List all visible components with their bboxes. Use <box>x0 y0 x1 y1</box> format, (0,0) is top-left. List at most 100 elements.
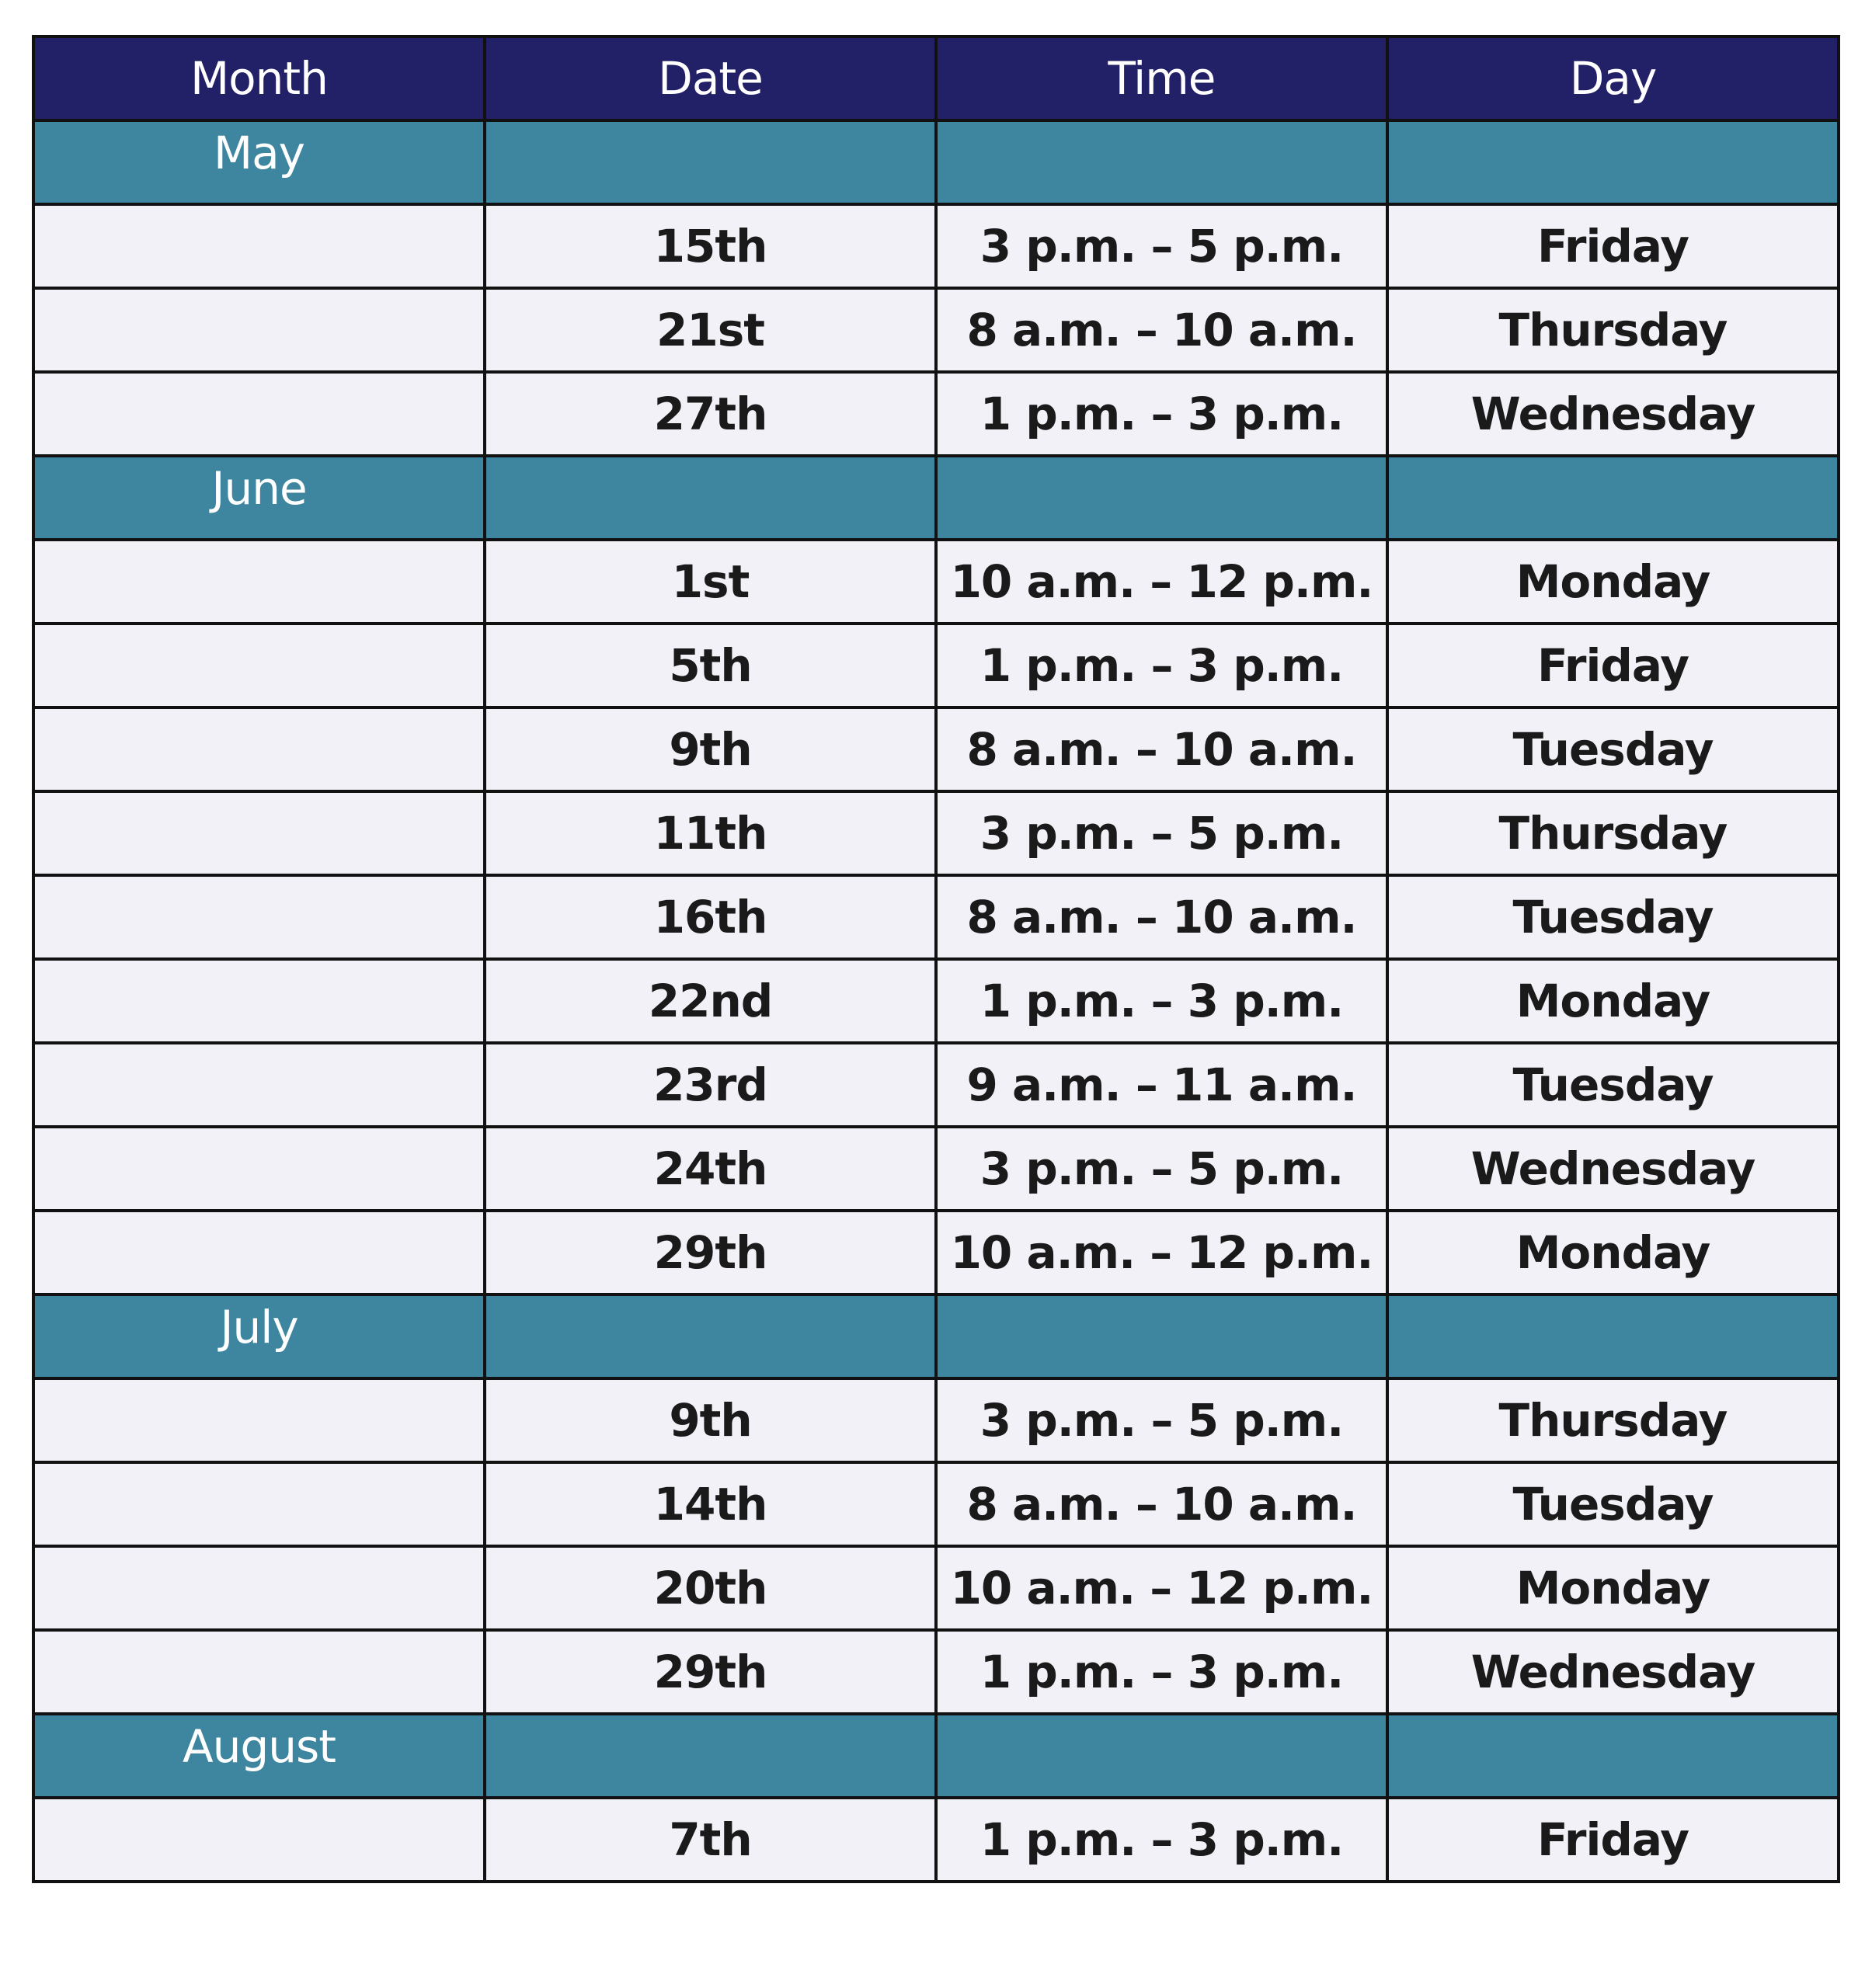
month-row: August <box>32 1712 1840 1799</box>
header-date: Date <box>483 35 938 122</box>
table-row: 27th 1 p.m. – 3 p.m. Wednesday <box>32 370 1840 457</box>
empty-cell <box>483 1712 938 1799</box>
month-row: May <box>32 119 1840 206</box>
empty-cell <box>1386 454 1840 541</box>
empty-cell <box>934 454 1389 541</box>
time-cell: 8 a.m. – 10 a.m. <box>934 874 1389 961</box>
date-cell: 20th <box>483 1545 938 1632</box>
time-cell: 1 p.m. – 3 p.m. <box>934 1628 1389 1715</box>
empty-cell <box>32 1796 486 1883</box>
time-cell: 1 p.m. – 3 p.m. <box>934 958 1389 1044</box>
date-cell: 16th <box>483 874 938 961</box>
empty-cell <box>32 958 486 1044</box>
date-cell: 29th <box>483 1628 938 1715</box>
table-row: 20th 10 a.m. – 12 p.m. Monday <box>32 1545 1840 1632</box>
empty-cell <box>32 790 486 877</box>
day-cell: Wednesday <box>1386 370 1840 457</box>
day-cell: Monday <box>1386 538 1840 625</box>
day-cell: Monday <box>1386 1209 1840 1296</box>
day-cell: Tuesday <box>1386 706 1840 793</box>
day-cell: Tuesday <box>1386 1461 1840 1548</box>
empty-cell <box>483 119 938 206</box>
month-row: June <box>32 454 1840 541</box>
table-row: 1st 10 a.m. – 12 p.m. Monday <box>32 538 1840 625</box>
time-cell: 10 a.m. – 12 p.m. <box>934 1209 1389 1296</box>
table-row: 9th 3 p.m. – 5 p.m. Thursday <box>32 1377 1840 1464</box>
time-cell: 3 p.m. – 5 p.m. <box>934 1377 1389 1464</box>
header-time: Time <box>934 35 1389 122</box>
day-cell: Friday <box>1386 622 1840 709</box>
empty-cell <box>32 203 486 290</box>
table-row: 7th 1 p.m. – 3 p.m. Friday <box>32 1796 1840 1883</box>
date-cell: 9th <box>483 706 938 793</box>
time-cell: 8 a.m. – 10 a.m. <box>934 287 1389 374</box>
day-cell: Tuesday <box>1386 1041 1840 1128</box>
table-row: 24th 3 p.m. – 5 p.m. Wednesday <box>32 1125 1840 1212</box>
date-cell: 9th <box>483 1377 938 1464</box>
date-cell: 14th <box>483 1461 938 1548</box>
schedule-table: Month Date Time Day May 15th 3 p.m. – 5 p.… <box>32 35 1840 1883</box>
empty-cell <box>32 287 486 374</box>
time-cell: 1 p.m. – 3 p.m. <box>934 370 1389 457</box>
table-row: 14th 8 a.m. – 10 a.m. Tuesday <box>32 1461 1840 1548</box>
empty-cell <box>1386 1293 1840 1380</box>
time-cell: 1 p.m. – 3 p.m. <box>934 1796 1389 1883</box>
date-cell: 7th <box>483 1796 938 1883</box>
empty-cell <box>32 1545 486 1632</box>
time-cell: 1 p.m. – 3 p.m. <box>934 622 1389 709</box>
table-row: 23rd 9 a.m. – 11 a.m. Tuesday <box>32 1041 1840 1128</box>
date-cell: 24th <box>483 1125 938 1212</box>
date-cell: 29th <box>483 1209 938 1296</box>
header-month: Month <box>32 35 486 122</box>
table-row: 21st 8 a.m. – 10 a.m. Thursday <box>32 287 1840 374</box>
date-cell: 22nd <box>483 958 938 1044</box>
date-cell: 1st <box>483 538 938 625</box>
day-cell: Thursday <box>1386 287 1840 374</box>
time-cell: 10 a.m. – 12 p.m. <box>934 1545 1389 1632</box>
time-cell: 9 a.m. – 11 a.m. <box>934 1041 1389 1128</box>
day-cell: Thursday <box>1386 1377 1840 1464</box>
table-row: 9th 8 a.m. – 10 a.m. Tuesday <box>32 706 1840 793</box>
date-cell: 23rd <box>483 1041 938 1128</box>
empty-cell <box>32 874 486 961</box>
date-cell: 11th <box>483 790 938 877</box>
time-cell: 3 p.m. – 5 p.m. <box>934 203 1389 290</box>
time-cell: 8 a.m. – 10 a.m. <box>934 1461 1389 1548</box>
time-cell: 8 a.m. – 10 a.m. <box>934 706 1389 793</box>
empty-cell <box>483 1293 938 1380</box>
time-cell: 3 p.m. – 5 p.m. <box>934 1125 1389 1212</box>
time-cell: 3 p.m. – 5 p.m. <box>934 790 1389 877</box>
empty-cell <box>1386 119 1840 206</box>
header-day: Day <box>1386 35 1840 122</box>
date-cell: 21st <box>483 287 938 374</box>
table-row: 5th 1 p.m. – 3 p.m. Friday <box>32 622 1840 709</box>
date-cell: 27th <box>483 370 938 457</box>
empty-cell <box>934 1293 1389 1380</box>
empty-cell <box>32 1461 486 1548</box>
empty-cell <box>483 454 938 541</box>
month-label: June <box>32 454 486 541</box>
time-cell: 10 a.m. – 12 p.m. <box>934 538 1389 625</box>
empty-cell <box>32 370 486 457</box>
empty-cell <box>32 622 486 709</box>
day-cell: Monday <box>1386 958 1840 1044</box>
empty-cell <box>32 706 486 793</box>
day-cell: Tuesday <box>1386 874 1840 961</box>
date-cell: 5th <box>483 622 938 709</box>
day-cell: Monday <box>1386 1545 1840 1632</box>
table-row: 11th 3 p.m. – 5 p.m. Thursday <box>32 790 1840 877</box>
header-row: Month Date Time Day <box>32 35 1840 122</box>
date-cell: 15th <box>483 203 938 290</box>
table-row: 29th 1 p.m. – 3 p.m. Wednesday <box>32 1628 1840 1715</box>
table-body: May 15th 3 p.m. – 5 p.m. Friday 21st 8 a.m. –… <box>32 119 1840 1883</box>
table-row: 15th 3 p.m. – 5 p.m. Friday <box>32 203 1840 290</box>
month-label: August <box>32 1712 486 1799</box>
day-cell: Friday <box>1386 1796 1840 1883</box>
empty-cell <box>32 1125 486 1212</box>
empty-cell <box>32 1377 486 1464</box>
month-row: July <box>32 1293 1840 1380</box>
empty-cell <box>32 1041 486 1128</box>
table-row: 22nd 1 p.m. – 3 p.m. Monday <box>32 958 1840 1044</box>
empty-cell <box>1386 1712 1840 1799</box>
empty-cell <box>32 1628 486 1715</box>
